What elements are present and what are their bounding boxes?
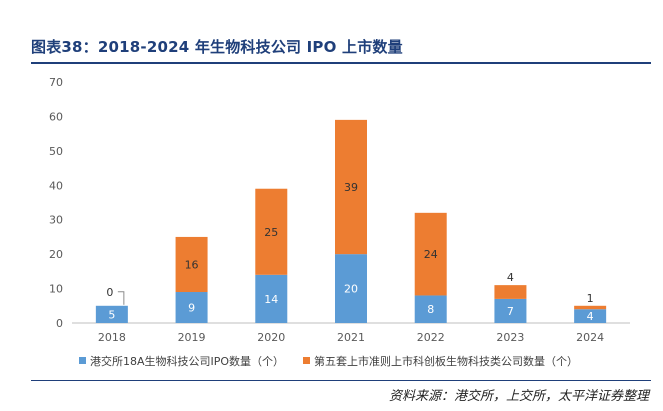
bar-2020-series1 [255, 274, 288, 323]
leader-line [117, 291, 125, 305]
x-tick-label: 2022 [417, 331, 445, 344]
y-tick-label: 30 [49, 214, 63, 227]
bar-2021-series1 [335, 254, 367, 323]
legend-label-series1: 港交所18A生物科技公司IPO数量（个） [90, 354, 284, 368]
bar-2022-series2 [414, 212, 447, 296]
x-tick-label: 2021 [337, 331, 365, 344]
data-label: 4 [507, 271, 514, 284]
data-label: 4 [587, 310, 594, 323]
data-label: 20 [344, 283, 358, 296]
bar-2023-series2 [494, 285, 527, 299]
legend-swatch-series1 [79, 357, 86, 364]
bar-2018-series1 [95, 305, 128, 323]
bar-2019-series2 [175, 236, 208, 293]
figure-title: 图表38：2018-2024 年生物科技公司 IPO 上市数量 [31, 38, 403, 56]
data-label: 25 [264, 226, 278, 239]
y-tick-label: 20 [49, 248, 63, 261]
source-note: 资料来源：港交所，上交所，太平洋证券整理 [388, 389, 649, 404]
bar-2024-series1 [574, 309, 607, 323]
bar-2024-series2 [574, 305, 607, 310]
x-tick-label: 2023 [496, 331, 524, 344]
bar-2022-series1 [414, 295, 447, 323]
y-tick-label: 50 [49, 145, 63, 158]
data-label: 1 [587, 292, 594, 305]
data-label: 8 [427, 303, 434, 316]
data-label: 24 [424, 248, 438, 261]
bar-2019-series1 [175, 292, 208, 323]
data-label: 0 [106, 286, 113, 299]
y-tick-label: 40 [49, 179, 63, 192]
x-tick-label: 2019 [178, 331, 206, 344]
legend-label-series2: 第五套上市准则上市科创板生物科技类公司数量（个） [314, 354, 578, 368]
data-label: 7 [507, 305, 514, 318]
x-tick-label: 2018 [98, 331, 126, 344]
y-tick-label: 10 [49, 283, 63, 296]
data-label: 9 [188, 302, 195, 315]
bar-2020-series2 [255, 188, 288, 275]
y-tick-label: 60 [49, 110, 63, 123]
legend-swatch-series2 [303, 357, 310, 364]
data-label: 5 [108, 308, 115, 321]
data-label: 16 [185, 258, 199, 271]
bar-2023-series1 [494, 298, 527, 323]
data-label: 14 [264, 293, 278, 306]
y-tick-label: 0 [56, 317, 63, 330]
data-label: 39 [344, 181, 358, 194]
x-tick-label: 2020 [257, 331, 285, 344]
bar-2021-series2 [335, 119, 367, 255]
y-tick-label: 70 [49, 76, 63, 89]
title-divider [31, 62, 651, 64]
footer-divider [31, 380, 651, 381]
x-tick-label: 2024 [576, 331, 604, 344]
